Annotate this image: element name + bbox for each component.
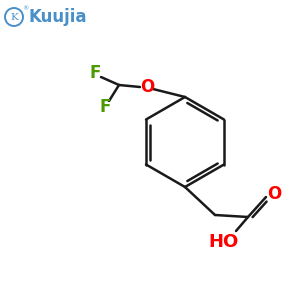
Text: Kuujia: Kuujia	[29, 8, 87, 26]
Text: F: F	[89, 64, 101, 82]
Text: K: K	[10, 13, 18, 22]
Text: O: O	[267, 185, 281, 203]
Text: HO: HO	[209, 233, 239, 251]
Text: ®: ®	[22, 7, 28, 11]
Text: F: F	[99, 98, 111, 116]
Text: O: O	[140, 78, 154, 96]
